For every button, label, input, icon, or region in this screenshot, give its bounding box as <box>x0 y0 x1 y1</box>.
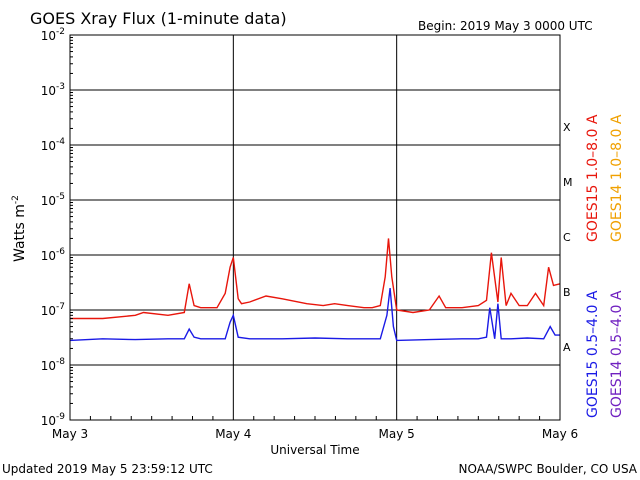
flare-class-X: X <box>563 121 571 134</box>
chart-title: GOES Xray Flux (1-minute data) <box>30 9 287 28</box>
y-tick-label: 10-5 <box>41 192 65 208</box>
x-tick-label: May 4 <box>215 427 251 441</box>
y-tick-label: 10-2 <box>41 27 65 43</box>
y-tick-label: 10-7 <box>41 302 65 318</box>
series-line <box>70 238 561 320</box>
flare-class-B: B <box>563 286 571 299</box>
credit-text: NOAA/SWPC Boulder, CO USA <box>459 462 638 476</box>
flare-class-M: M <box>563 176 573 189</box>
series-group <box>69 238 561 342</box>
flare-class-C: C <box>563 231 571 244</box>
begin-label: Begin: 2019 May 3 0000 UTC <box>418 19 593 33</box>
flare-class-A: A <box>563 341 571 354</box>
legend-entry: GOES15 0.5–4.0 A <box>585 290 601 418</box>
gridlines <box>70 35 560 420</box>
legend-entry: GOES14 0.5–4.0 A <box>609 290 625 418</box>
legend-entry: GOES14 1.0–8.0 A <box>609 114 625 242</box>
flare-class-labels: X M C B A <box>563 121 573 354</box>
y-tick-label: 10-6 <box>41 247 66 263</box>
y-axis-label: Watts m-2 <box>11 195 28 262</box>
y-axis-label-group: Watts m-2 <box>11 195 28 262</box>
x-tick-label: May 6 <box>542 427 578 441</box>
y-tick-labels: 10-2 10-3 10-4 10-5 10-6 10-7 10-8 10-9 <box>41 27 73 428</box>
y-tick-label: 10-4 <box>41 137 66 153</box>
series-line <box>69 288 560 342</box>
updated-timestamp: Updated 2019 May 5 23:59:12 UTC <box>2 462 213 476</box>
x-tick-labels: May 3 May 4 May 5 May 6 <box>52 416 578 441</box>
y-tick-label: 10-3 <box>41 82 65 98</box>
legend-entry: GOES15 1.0–8.0 A <box>585 114 601 242</box>
y-tick-label: 10-8 <box>41 357 66 373</box>
x-tick-label: May 3 <box>52 427 88 441</box>
x-axis-label: Universal Time <box>270 443 359 457</box>
x-tick-label: May 5 <box>379 427 415 441</box>
plot-frame <box>69 34 561 421</box>
legend: GOES15 1.0–8.0 A GOES14 1.0–8.0 A GOES15 0… <box>585 114 625 418</box>
y-tick-label: 10-9 <box>41 412 66 428</box>
